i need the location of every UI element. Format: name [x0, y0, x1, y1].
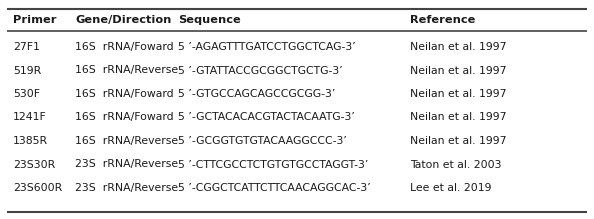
Text: 1241F: 1241F: [13, 113, 47, 122]
Text: Neilan et al. 1997: Neilan et al. 1997: [410, 113, 507, 122]
Text: 16S  rRNA/Foward: 16S rRNA/Foward: [75, 42, 173, 52]
Text: Lee et al. 2019: Lee et al. 2019: [410, 183, 491, 193]
Text: Gene/Direction: Gene/Direction: [75, 15, 172, 25]
Text: 5 ’-CTTCGCCTCTGTGTGCCTAGGT-3’: 5 ’-CTTCGCCTCTGTGTGCCTAGGT-3’: [178, 159, 368, 170]
Text: 23S30R: 23S30R: [13, 159, 55, 170]
Text: Neilan et al. 1997: Neilan et al. 1997: [410, 65, 507, 76]
Text: 16S  rRNA/Foward: 16S rRNA/Foward: [75, 113, 173, 122]
Text: 1385R: 1385R: [13, 136, 48, 146]
Text: Neilan et al. 1997: Neilan et al. 1997: [410, 89, 507, 99]
Text: 5 ’-CGGCTCATTCTTCAACAGGCAC-3’: 5 ’-CGGCTCATTCTTCAACAGGCAC-3’: [178, 183, 371, 193]
Text: 23S  rRNA/Reverse: 23S rRNA/Reverse: [75, 159, 178, 170]
Text: 16S  rRNA/Foward: 16S rRNA/Foward: [75, 89, 173, 99]
Text: Taton et al. 2003: Taton et al. 2003: [410, 159, 501, 170]
Text: 27F1: 27F1: [13, 42, 40, 52]
Text: Reference: Reference: [410, 15, 475, 25]
Text: 23S  rRNA/Reverse: 23S rRNA/Reverse: [75, 183, 178, 193]
Text: 23S600R: 23S600R: [13, 183, 62, 193]
Text: 16S  rRNA/Reverse: 16S rRNA/Reverse: [75, 136, 178, 146]
Text: 5 ’-GCTACACACGTACTACAATG-3’: 5 ’-GCTACACACGTACTACAATG-3’: [178, 113, 355, 122]
Text: 5 ’-GCGGTGTGTACAAGGCCC-3’: 5 ’-GCGGTGTGTACAAGGCCC-3’: [178, 136, 347, 146]
Text: Sequence: Sequence: [178, 15, 241, 25]
Text: 16S  rRNA/Reverse: 16S rRNA/Reverse: [75, 65, 178, 76]
Text: 5 ’-GTATTACCGCGGCTGCTG-3’: 5 ’-GTATTACCGCGGCTGCTG-3’: [178, 65, 343, 76]
Text: Neilan et al. 1997: Neilan et al. 1997: [410, 136, 507, 146]
Text: 5 ’-GTGCCAGCAGCCGCGG-3’: 5 ’-GTGCCAGCAGCCGCGG-3’: [178, 89, 336, 99]
Text: Neilan et al. 1997: Neilan et al. 1997: [410, 42, 507, 52]
Text: 530F: 530F: [13, 89, 40, 99]
Text: 5 ’-AGAGTTTGATCCTGGCTCAG-3’: 5 ’-AGAGTTTGATCCTGGCTCAG-3’: [178, 42, 356, 52]
Text: 519R: 519R: [13, 65, 41, 76]
Text: Primer: Primer: [13, 15, 56, 25]
